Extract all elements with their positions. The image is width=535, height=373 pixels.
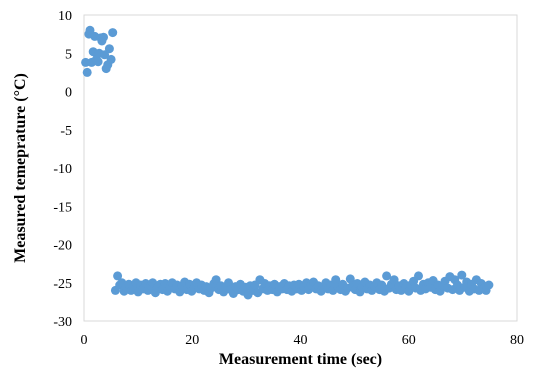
y-tick-label: 0 <box>65 86 72 101</box>
data-point <box>224 278 233 288</box>
x-tick-label: 40 <box>294 333 308 348</box>
y-tick-label: 5 <box>65 47 72 62</box>
data-point <box>104 44 114 54</box>
data-point <box>113 271 123 281</box>
data-point <box>85 25 95 35</box>
data-point <box>389 275 399 285</box>
data-point <box>108 28 118 38</box>
y-tick-label: -20 <box>53 239 72 254</box>
x-tick-label: 20 <box>185 333 199 348</box>
y-axis-title: Measured temeprature (°C) <box>12 73 29 263</box>
y-tick-label: -10 <box>53 162 72 177</box>
x-axis-title: Measurement time (sec) <box>219 351 382 368</box>
data-point <box>99 32 108 42</box>
data-point <box>331 275 341 285</box>
x-tick-label: 80 <box>510 333 524 348</box>
y-tick-label: -15 <box>53 200 72 215</box>
data-point <box>82 67 92 77</box>
data-point <box>382 271 392 281</box>
data-point <box>345 274 355 284</box>
data-point <box>457 270 467 280</box>
data-point <box>100 50 110 60</box>
plot-area-frame <box>83 14 518 322</box>
data-point <box>211 275 221 285</box>
y-tick-label: -30 <box>53 315 72 330</box>
y-tick-label: -25 <box>53 277 72 292</box>
y-tick-label: -5 <box>60 124 72 139</box>
y-tick-label: 10 <box>58 9 72 24</box>
x-tick-label: 60 <box>402 333 416 348</box>
y-axis-ticks: 10 5 0 -5 -10 -15 -20 -25 -30 <box>53 9 72 330</box>
data-point <box>484 280 494 290</box>
data-points <box>81 25 494 300</box>
data-point <box>414 271 423 281</box>
data-point <box>93 57 103 67</box>
x-axis-ticks: 0 20 40 60 80 <box>81 333 525 348</box>
data-point <box>106 54 116 64</box>
x-tick-label: 0 <box>81 333 88 348</box>
